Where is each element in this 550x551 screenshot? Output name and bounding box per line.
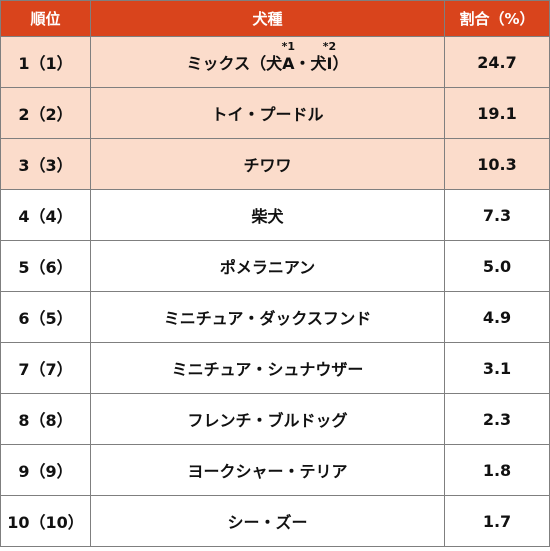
share-cell: 24.7 xyxy=(444,36,550,88)
breed-cell: ミニチュア・ダックスフンド xyxy=(90,291,445,343)
breed-cell: 柴犬 xyxy=(90,189,445,241)
footnote-marker-2: *2 xyxy=(322,40,337,53)
table-row: 8（8） フレンチ・ブルドッグ 2.3 xyxy=(0,393,550,445)
table-row: 5（6） ポメラニアン 5.0 xyxy=(0,240,550,292)
rank-cell: 6（5） xyxy=(0,291,91,343)
share-cell: 1.8 xyxy=(444,444,550,496)
breed-separator: ・犬 xyxy=(294,54,327,73)
breed-cell: チワワ xyxy=(90,138,445,190)
breed-text-part: ） xyxy=(332,54,349,73)
rank-cell: 10（10） xyxy=(0,495,91,547)
share-cell: 7.3 xyxy=(444,189,550,241)
footnote-marker-1: *1 xyxy=(281,40,295,53)
breed-cell: ミックス（犬A *1 ・犬I *2） xyxy=(90,36,445,88)
rank-cell: 9（9） xyxy=(0,444,91,496)
table-row: 7（7） ミニチュア・シュナウザー 3.1 xyxy=(0,342,550,394)
footnoted-letter-a: A *1 xyxy=(282,41,295,73)
share-cell: 5.0 xyxy=(444,240,550,292)
rank-cell: 8（8） xyxy=(0,393,91,445)
rank-cell: 3（3） xyxy=(0,138,91,190)
breed-cell: ヨークシャー・テリア xyxy=(90,444,445,496)
share-cell: 1.7 xyxy=(444,495,550,547)
rank-cell: 1（1） xyxy=(0,36,91,88)
letter-i: I xyxy=(326,54,333,73)
letter-a: A xyxy=(282,54,295,73)
rank-cell: 4（4） xyxy=(0,189,91,241)
table-row: 10（10） シー・ズー 1.7 xyxy=(0,495,550,547)
breed-cell: トイ・プードル xyxy=(90,87,445,139)
header-row: 順位 犬種 割合（%） xyxy=(0,0,550,37)
table-row: 1（1） ミックス（犬A *1 ・犬I *2） 24.7 xyxy=(0,36,550,88)
breed-cell: シー・ズー xyxy=(90,495,445,547)
share-header: 割合（%） xyxy=(444,0,550,37)
share-cell: 2.3 xyxy=(444,393,550,445)
share-cell: 4.9 xyxy=(444,291,550,343)
share-cell: 3.1 xyxy=(444,342,550,394)
table-row: 6（5） ミニチュア・ダックスフンド 4.9 xyxy=(0,291,550,343)
rank-header: 順位 xyxy=(0,0,91,37)
breed-cell: フレンチ・ブルドッグ xyxy=(90,393,445,445)
share-cell: 19.1 xyxy=(444,87,550,139)
breed-cell: ポメラニアン xyxy=(90,240,445,292)
breed-header: 犬種 xyxy=(90,0,445,37)
table-row: 4（4） 柴犬 7.3 xyxy=(0,189,550,241)
rank-cell: 2（2） xyxy=(0,87,91,139)
breed-cell: ミニチュア・シュナウザー xyxy=(90,342,445,394)
share-cell: 10.3 xyxy=(444,138,550,190)
rank-cell: 5（6） xyxy=(0,240,91,292)
rank-cell: 7（7） xyxy=(0,342,91,394)
table-row: 9（9） ヨークシャー・テリア 1.8 xyxy=(0,444,550,496)
footnoted-letter-i: I *2 xyxy=(323,41,336,73)
table-row: 2（2） トイ・プードル 19.1 xyxy=(0,87,550,139)
table-row: 3（3） チワワ 10.3 xyxy=(0,138,550,190)
breed-text-part: ミックス（犬 xyxy=(186,54,283,73)
